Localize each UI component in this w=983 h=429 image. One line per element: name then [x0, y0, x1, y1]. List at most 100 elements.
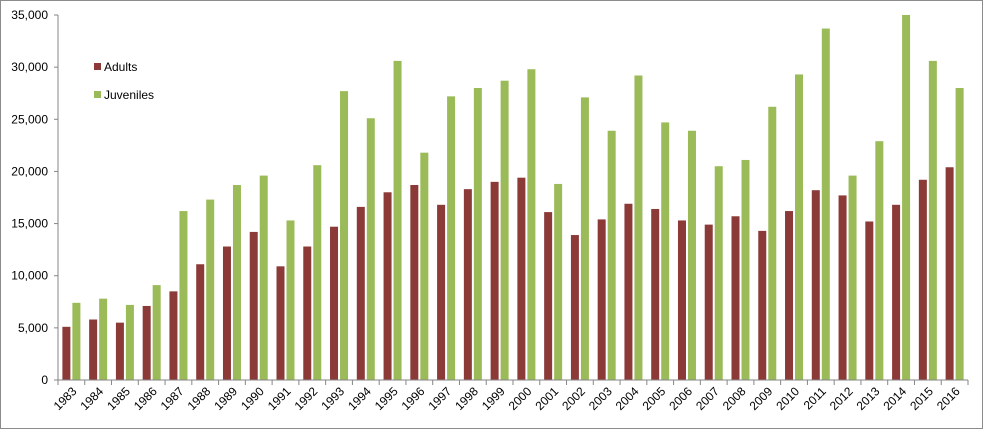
bar-adults-1993	[330, 226, 339, 380]
x-tick-label: 2004	[613, 384, 642, 413]
x-tick-label: 1992	[292, 384, 321, 413]
legend-swatch-juveniles	[94, 91, 101, 98]
bar-juveniles-1983	[72, 302, 81, 380]
bar-adults-1988	[196, 264, 205, 380]
bar-adults-2011	[811, 190, 820, 380]
bar-adults-1986	[142, 305, 151, 380]
bar-adults-2012	[838, 195, 847, 380]
legend-label-adults: Adults	[104, 60, 137, 74]
bar-adults-1984	[89, 319, 98, 380]
y-axis: 0 5,000 10,000 15,000 20,000 25,000 30,000 35,0…	[11, 8, 59, 387]
bar-adults-2004	[624, 203, 633, 380]
x-tick-label: 2001	[532, 384, 561, 413]
x-tick-label: 1984	[77, 384, 106, 413]
x-tick-label: 2011	[801, 384, 829, 412]
x-tick-label: 1995	[372, 384, 401, 413]
x-tick-label: 1999	[479, 384, 508, 413]
bar-juveniles-1999	[500, 80, 509, 380]
bar-juveniles-1989	[232, 184, 241, 380]
legend: Adults Juveniles	[94, 60, 154, 102]
bar-juveniles-2016	[955, 88, 964, 380]
bar-adults-2000	[517, 177, 526, 380]
bar-juveniles-1985	[125, 304, 134, 380]
bar-juveniles-2000	[527, 69, 536, 380]
bar-juveniles-1990	[259, 175, 268, 380]
bar-juveniles-1996	[420, 152, 429, 380]
bar-juveniles-1986	[152, 285, 161, 380]
x-tick-label: 1997	[425, 384, 454, 413]
bar-adults-1989	[222, 246, 231, 380]
bar-juveniles-2012	[848, 175, 857, 380]
x-tick-label: 2000	[506, 384, 535, 413]
x-tick-label: 2012	[827, 384, 856, 413]
bar-adults-1995	[383, 192, 392, 380]
bar-adults-1983	[62, 326, 71, 380]
x-tick-label: 1993	[318, 384, 347, 413]
bar-adults-2001	[544, 212, 553, 380]
bar-juveniles-1991	[286, 220, 295, 380]
bar-juveniles-2010	[795, 74, 804, 380]
y-tick-label: 10,000	[11, 269, 48, 283]
bar-juveniles-2007	[714, 166, 723, 380]
bar-juveniles-2011	[821, 28, 830, 381]
bar-juveniles-1995	[393, 60, 402, 381]
x-tick-label: 2007	[693, 384, 722, 413]
bar-adults-1985	[115, 322, 124, 380]
bar-adults-2016	[945, 167, 954, 380]
bar-juveniles-1998	[473, 88, 482, 380]
bar-juveniles-1994	[366, 118, 375, 380]
x-tick-label: 2002	[559, 384, 588, 413]
bar-adults-2013	[865, 221, 874, 380]
bar-adults-2008	[731, 216, 740, 380]
x-tick-label: 1994	[345, 384, 374, 413]
x-tick-label: 2006	[666, 384, 695, 413]
bar-juveniles-1988	[206, 199, 215, 380]
bar-juveniles-2006	[687, 130, 696, 380]
x-tick-label: 2013	[854, 384, 883, 413]
x-tick-label: 2009	[747, 384, 776, 413]
bar-adults-2003	[597, 219, 606, 380]
legend-label-juveniles: Juveniles	[104, 88, 154, 102]
x-tick-label: 1989	[211, 384, 240, 413]
bar-juveniles-2015	[928, 60, 937, 381]
bar-adults-1997	[437, 204, 446, 380]
x-tick-label: 2016	[934, 384, 963, 413]
x-axis: 1983198419851986198719881989199019911992…	[51, 379, 969, 413]
bar-adults-2002	[570, 235, 579, 380]
bar-juveniles-1984	[99, 298, 108, 380]
bar-juveniles-2005	[661, 122, 670, 381]
bar-adults-2005	[651, 208, 660, 380]
bar-adults-1987	[169, 291, 178, 380]
plot-area	[62, 15, 964, 381]
bar-juveniles-1987	[179, 211, 188, 380]
bar-juveniles-2004	[634, 75, 643, 380]
bar-juveniles-2008	[741, 159, 750, 380]
x-tick-label: 2003	[586, 384, 615, 413]
x-tick-label: 2015	[907, 384, 936, 413]
bar-adults-2015	[918, 179, 927, 380]
bar-adults-2014	[892, 204, 901, 380]
bar-juveniles-2013	[875, 141, 884, 380]
y-tick-label: 20,000	[11, 164, 48, 178]
y-tick-label: 30,000	[11, 60, 48, 74]
bar-adults-1990	[249, 231, 258, 380]
bar-juveniles-2014	[902, 15, 911, 380]
bar-adults-2006	[677, 220, 686, 380]
y-tick-label: 15,000	[11, 217, 48, 231]
x-tick-label: 2010	[773, 384, 802, 413]
bar-juveniles-1997	[447, 96, 456, 380]
bar-adults-1991	[276, 266, 285, 380]
bar-adults-2010	[785, 211, 794, 380]
x-tick-label: 1988	[185, 384, 214, 413]
x-tick-label: 2008	[720, 384, 749, 413]
x-tick-label: 1985	[104, 384, 133, 413]
bar-adults-1994	[356, 206, 365, 380]
x-tick-label: 1996	[399, 384, 428, 413]
y-tick-label: 35,000	[11, 8, 48, 22]
x-tick-label: 1991	[265, 384, 294, 413]
y-tick-label: 25,000	[11, 112, 48, 126]
bar-juveniles-1993	[340, 91, 349, 380]
legend-swatch-adults	[94, 63, 101, 70]
x-tick-label: 1987	[158, 384, 187, 413]
